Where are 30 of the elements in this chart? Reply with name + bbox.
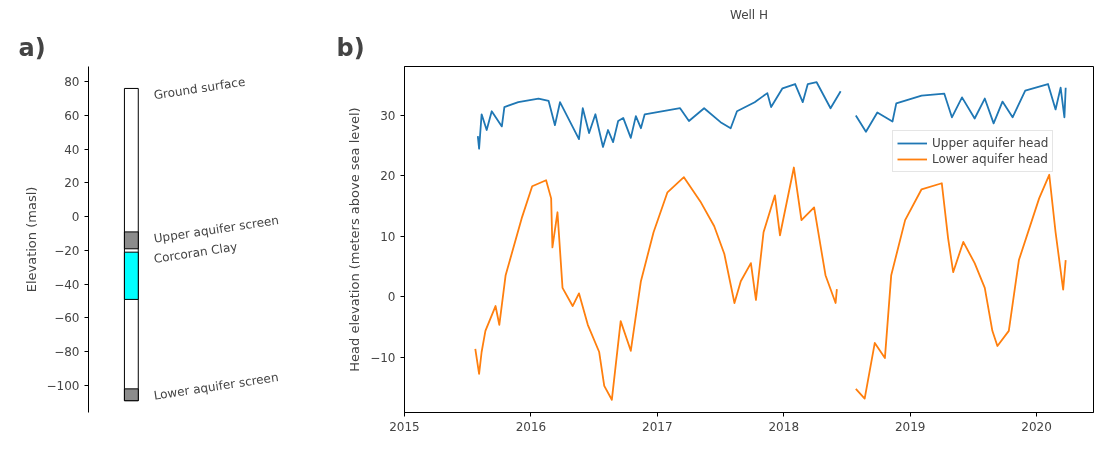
y-tick-label: 80: [64, 75, 80, 90]
text: b): [336, 33, 365, 62]
y-tick-label: 60: [64, 108, 80, 123]
x-tick-label: 2017: [642, 419, 673, 434]
y-tick-label: 30: [380, 109, 396, 123]
y-tick-label: 40: [64, 142, 80, 157]
x-tick-label: 2018: [768, 419, 800, 434]
y-tick-label: −40: [54, 277, 80, 292]
annotation: Lower aquifer screen: [152, 370, 280, 403]
x-tick-label: 2015: [389, 419, 420, 434]
text: a): [18, 33, 46, 62]
legend-label: Upper aquifer head: [932, 135, 1049, 151]
y-tick-label: −80: [54, 345, 80, 360]
y-tick-label: 20: [64, 176, 80, 191]
y-tick-label: 0: [71, 210, 80, 225]
y-tick-label: −10: [370, 350, 396, 365]
y-axis-title: Head elevation (meters above sea level): [347, 107, 363, 372]
y-tick-label: 0: [387, 290, 396, 305]
y-tick-label: 10: [380, 229, 396, 244]
y-tick-label: 20: [380, 169, 396, 184]
x-tick-label: 2016: [515, 419, 547, 434]
x-tick-label: 2019: [894, 419, 926, 434]
y-axis-title: Elevation (masl): [23, 186, 39, 293]
y-tick-label: −100: [46, 379, 80, 393]
annotation: Ground surface: [152, 74, 247, 103]
x-tick-label: 2020: [1021, 419, 1052, 434]
chart-title: Well H: [729, 7, 769, 22]
y-tick-label: −20: [54, 243, 80, 258]
legend-label: Lower aquifer head: [932, 151, 1048, 167]
y-tick-label: −60: [54, 311, 80, 326]
